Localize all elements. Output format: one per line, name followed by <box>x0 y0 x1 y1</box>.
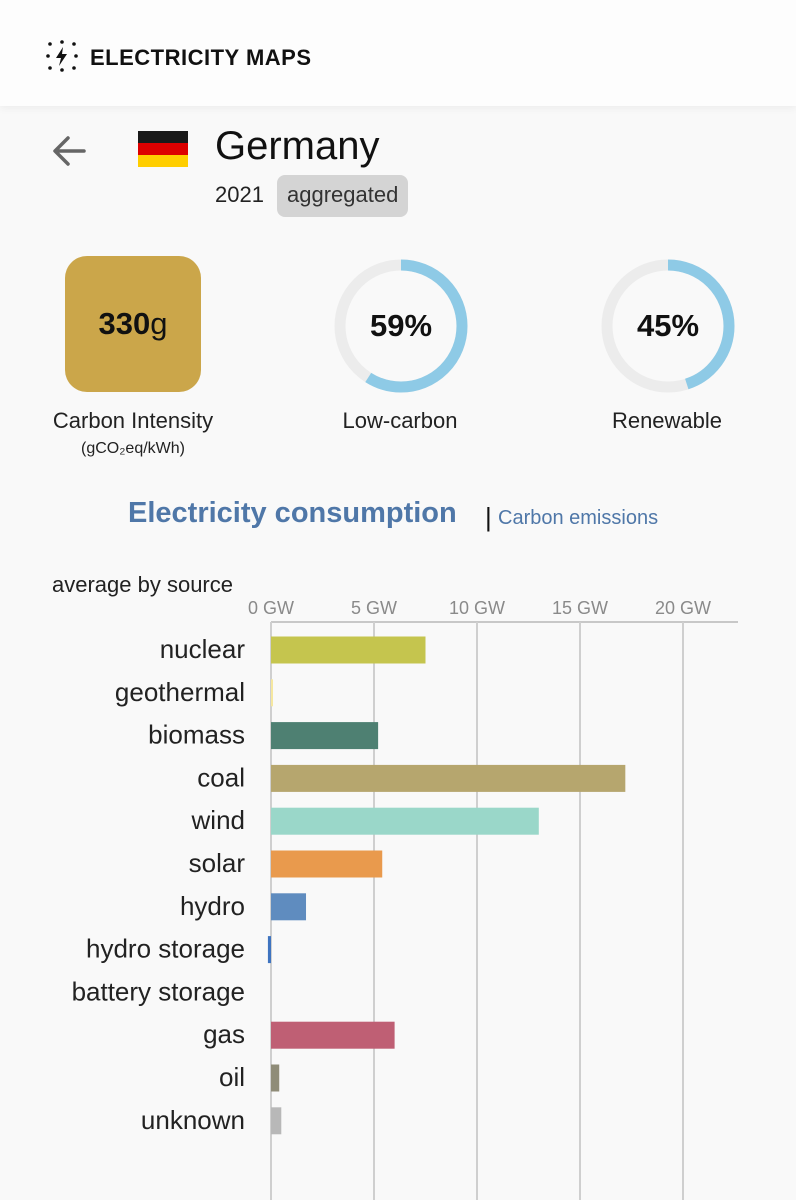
low-carbon-label: Low-carbon <box>300 408 500 434</box>
renewable-ring: 45% <box>598 256 738 396</box>
category-label: coal <box>197 762 245 792</box>
flag-stripe <box>138 131 188 143</box>
category-label: wind <box>191 805 245 835</box>
x-tick-label: 0 GW <box>248 598 294 618</box>
app-brand[interactable]: ELECTRICITY MAPS <box>90 45 312 71</box>
bar <box>271 893 306 920</box>
tab-electricity-consumption[interactable]: Electricity consumption <box>128 497 457 530</box>
country-flag <box>138 131 188 167</box>
bar <box>271 722 378 749</box>
country-name: Germany <box>215 124 380 169</box>
bar <box>271 851 382 878</box>
flag-stripe <box>138 155 188 167</box>
category-label: geothermal <box>115 677 245 707</box>
lightning-bolt-icon[interactable] <box>46 40 78 72</box>
renewable-label: Renewable <box>567 408 767 434</box>
category-label: solar <box>189 848 246 878</box>
x-tick-label: 5 GW <box>351 598 397 618</box>
category-label: hydro storage <box>86 934 245 964</box>
flag-stripe <box>138 143 188 155</box>
back-arrow-icon[interactable] <box>50 132 88 170</box>
bar <box>271 1065 279 1092</box>
category-label: nuclear <box>160 634 246 664</box>
bar <box>271 1022 395 1049</box>
x-tick-label: 15 GW <box>552 598 608 618</box>
x-tick-label: 20 GW <box>655 598 711 618</box>
category-label: oil <box>219 1062 245 1092</box>
bar <box>271 808 539 835</box>
carbon-intensity-unit-label: (gCO₂eq/kWh) <box>20 440 246 458</box>
tab-carbon-emissions[interactable]: Carbon emissions <box>498 507 658 530</box>
consumption-bar-chart: 0 GW 5 GW 10 GW 15 GW 20 GW nuclear geothermal… <box>0 590 796 1200</box>
year-label: 2021 <box>215 182 264 208</box>
top-bar: ELECTRICITY MAPS <box>0 0 796 106</box>
carbon-intensity-value: 330 <box>99 306 151 342</box>
carbon-intensity-box: 330 g <box>65 256 201 392</box>
carbon-intensity-label: Carbon Intensity <box>20 408 246 434</box>
carbon-intensity-unit: g <box>150 306 167 342</box>
category-label: unknown <box>141 1105 245 1135</box>
low-carbon-value: 59% <box>331 256 471 396</box>
category-label: gas <box>203 1019 245 1049</box>
bar <box>271 637 426 664</box>
x-tick-label: 10 GW <box>449 598 505 618</box>
bar <box>271 1107 281 1134</box>
category-label: hydro <box>180 891 245 921</box>
category-label: battery storage <box>72 976 245 1006</box>
bar <box>271 765 625 792</box>
renewable-value: 45% <box>598 256 738 396</box>
bar <box>271 679 273 706</box>
low-carbon-ring: 59% <box>331 256 471 396</box>
aggregated-badge: aggregated <box>277 175 408 217</box>
tab-separator: | <box>485 502 492 533</box>
bar <box>268 936 271 963</box>
category-label: biomass <box>148 720 245 750</box>
